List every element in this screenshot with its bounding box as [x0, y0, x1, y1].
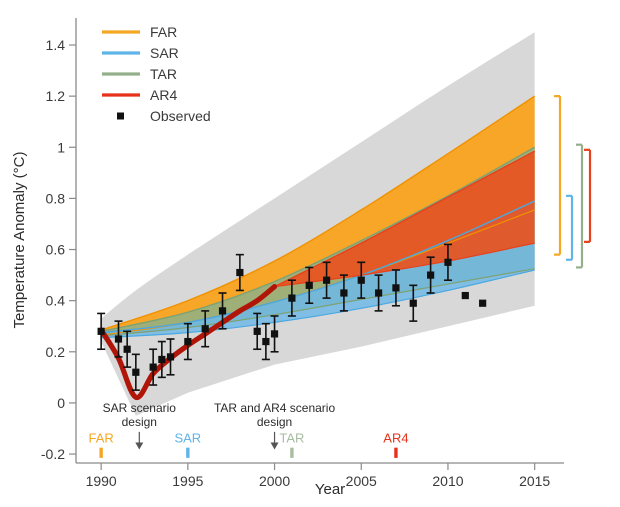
- x-tick-label: 2015: [519, 473, 550, 489]
- legend-label-ar4: AR4: [150, 87, 177, 103]
- observed-point: [114, 335, 123, 343]
- observed-point: [236, 268, 244, 277]
- tar-ar4-scenario-design-arrow-head: [270, 442, 279, 450]
- observed-point: [123, 345, 131, 353]
- observed-point: [374, 289, 383, 297]
- ar4-projection-band: [274, 151, 535, 287]
- observed-point: [392, 284, 400, 292]
- tar-ar4-scenario-design-line2: design: [257, 415, 292, 429]
- report-marker-label-far: FAR: [88, 431, 113, 446]
- legend-label-sar: SAR: [150, 45, 179, 61]
- report-marker-label-sar: SAR: [174, 431, 201, 446]
- projection-bands-group: [100, 32, 536, 416]
- observed-point: [357, 276, 365, 284]
- legend-label-far: FAR: [150, 24, 177, 40]
- observed-point: [253, 327, 261, 335]
- x-axis-title: Year: [315, 481, 345, 498]
- observed-point: [444, 258, 452, 266]
- report-markers-group: FAR SAR TAR AR4: [88, 431, 409, 458]
- observed-point: [288, 294, 296, 302]
- legend-label-observed: Observed: [150, 108, 211, 124]
- x-tick-label: 2000: [259, 473, 290, 489]
- observed-point: [322, 276, 331, 284]
- observed-point: [340, 289, 348, 297]
- x-tick-label: 1990: [86, 473, 117, 489]
- x-tick-label: 1995: [172, 473, 203, 489]
- observed-point: [158, 355, 166, 364]
- observed-point: [132, 368, 140, 376]
- y-tick-label: 1: [57, 139, 65, 155]
- tar-band-upper-edge: [100, 146, 536, 333]
- sar-scenario-design-arrow-head: [135, 442, 144, 450]
- y-tick-label: -0.2: [41, 446, 65, 462]
- observed-point: [218, 307, 227, 315]
- y-tick-label: 0.4: [46, 293, 66, 309]
- observed-point: [201, 325, 209, 333]
- observed-point: [97, 327, 105, 335]
- y-tick-label: 0.8: [46, 190, 66, 206]
- sar-scenario-design-line1: SAR scenario: [103, 401, 177, 415]
- range-bars-group: [554, 95, 592, 269]
- y-tick-label: 1.2: [46, 88, 66, 104]
- y-tick-label: 0.6: [46, 242, 66, 258]
- y-tick-label: 0.2: [46, 344, 66, 360]
- tar-ar4-scenario-design-line1: TAR and AR4 scenario: [214, 401, 335, 415]
- report-marker-label-tar: TAR: [279, 431, 304, 446]
- sar-band-upper-edge: [101, 200, 535, 334]
- x-tick-label: 2005: [346, 473, 377, 489]
- y-tick-label: 1.4: [46, 37, 66, 53]
- observed-point: [270, 330, 279, 338]
- x-tick-label: 2010: [432, 473, 463, 489]
- tar-band-lower-edge: [101, 268, 535, 337]
- observed-point: [479, 299, 487, 307]
- sar-scenario-design-line2: design: [122, 415, 157, 429]
- report-marker-label-ar4: AR4: [383, 431, 408, 446]
- observed-point: [461, 291, 469, 300]
- y-tick-label: 0: [57, 395, 65, 411]
- observed-point: [166, 353, 175, 361]
- observed-point: [262, 337, 270, 346]
- observed-point: [184, 337, 192, 346]
- y-axis-title: Temperature Anomaly (°C): [11, 152, 28, 329]
- far-band-upper-edge: [100, 95, 536, 331]
- observed-point: [305, 281, 313, 289]
- legend-swatch-observed: [117, 112, 124, 120]
- sar-band-lower-edge: [101, 269, 535, 339]
- observed-point: [427, 271, 435, 279]
- legend-label-tar: TAR: [150, 66, 177, 82]
- axes-group: 1.4 1.2 1 0.8 0.6 0.4 0.2 0 -0.2 1990 1995 2000 2005…: [41, 18, 564, 489]
- observed-points-group: [97, 243, 487, 391]
- legend-group: FAR SAR TAR AR4 Observed: [102, 24, 211, 124]
- observed-point: [409, 299, 417, 307]
- observed-point: [149, 363, 157, 371]
